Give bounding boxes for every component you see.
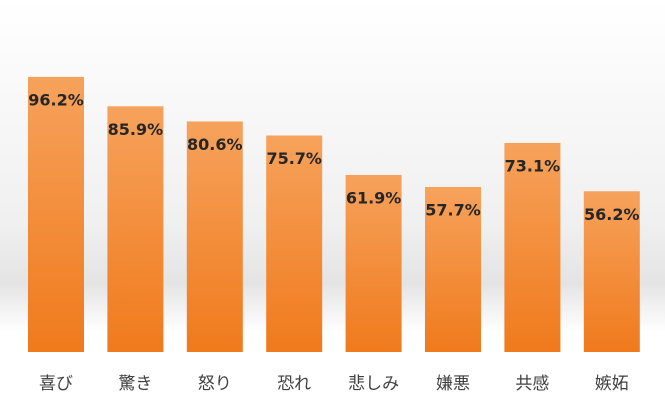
bar [28,76,84,353]
value-label: 75.7% [266,149,322,168]
x-tick-label: 共感 [515,374,549,394]
value-label: 61.9% [346,188,402,207]
value-label: 56.2% [584,205,640,224]
x-tick-label: 嫉妬 [595,374,629,394]
x-tick-label: 嫌悪 [436,374,470,394]
bar [345,174,402,352]
value-label: 73.1% [505,156,561,175]
x-tick-label: 喜び [39,374,73,394]
x-tick-label: 驚き [118,374,152,394]
bar [266,135,323,352]
value-label: 57.7% [425,200,481,219]
bar [425,186,481,352]
bar [583,191,640,352]
bar [504,142,561,352]
x-tick-label: 怒り [198,374,232,394]
value-label: 80.6% [187,135,243,154]
value-label: 96.2% [28,90,84,109]
x-tick-label: 悲しみ [348,374,399,394]
x-tick-label: 恐れ [277,374,311,394]
bar [186,121,243,352]
value-label: 85.9% [108,120,164,139]
bar [107,106,164,353]
